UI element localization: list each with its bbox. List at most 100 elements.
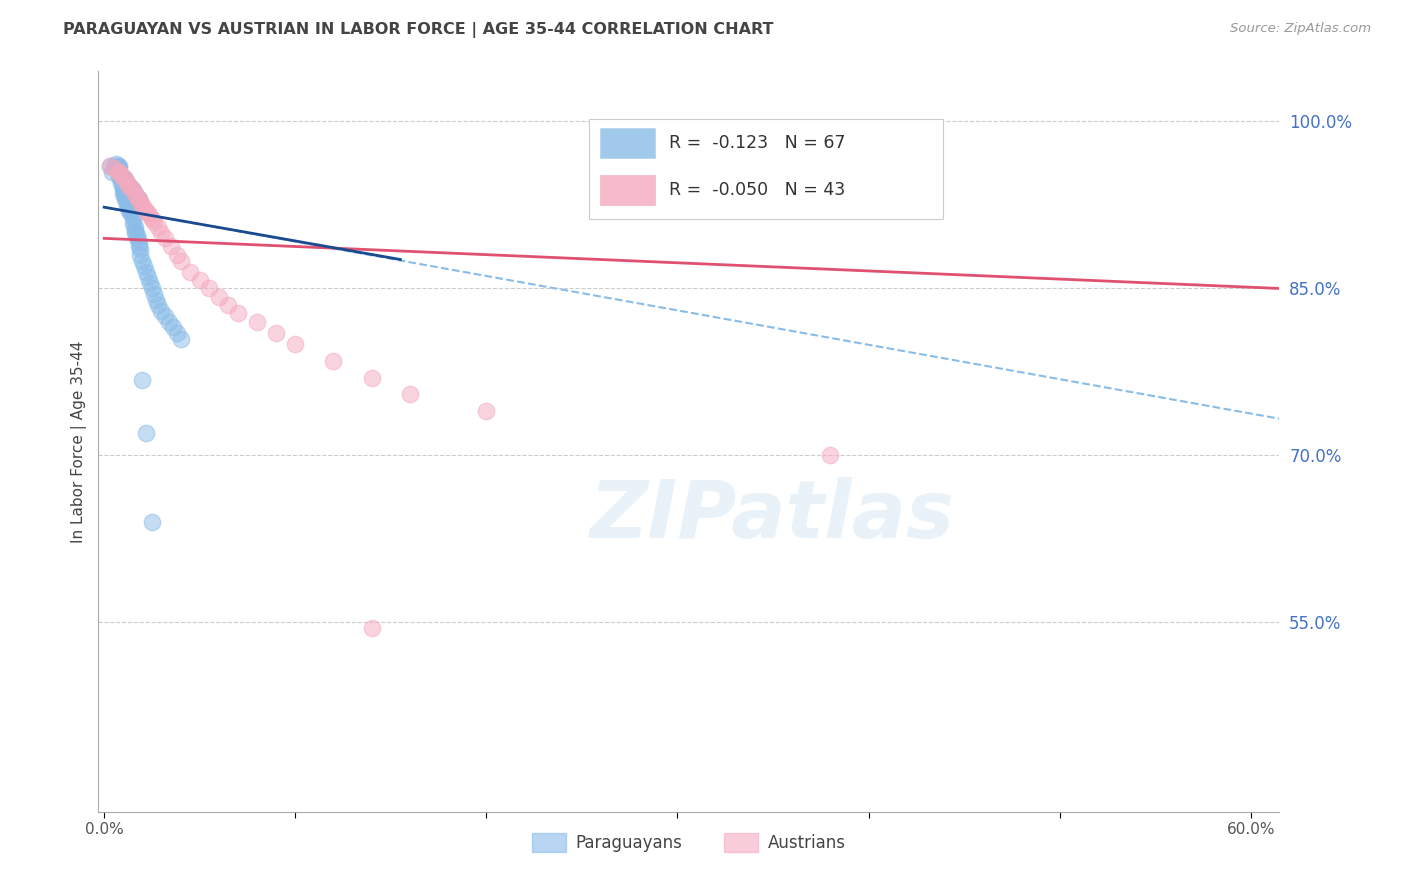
Point xyxy=(284,337,307,351)
Point xyxy=(103,159,125,173)
Point xyxy=(121,212,143,227)
Point xyxy=(150,303,173,318)
Point xyxy=(128,239,150,253)
Point xyxy=(104,157,127,171)
Point xyxy=(124,226,146,240)
Point xyxy=(107,164,129,178)
Point xyxy=(110,168,132,182)
Y-axis label: In Labor Force | Age 35-44: In Labor Force | Age 35-44 xyxy=(72,341,87,542)
Point xyxy=(118,202,141,216)
Point xyxy=(179,265,201,279)
Point xyxy=(208,290,231,304)
Point xyxy=(246,315,269,329)
Point xyxy=(125,227,148,242)
Point xyxy=(118,203,141,218)
Point xyxy=(103,161,125,176)
Point xyxy=(142,214,165,228)
Point xyxy=(115,193,138,207)
Point xyxy=(139,276,162,290)
Point xyxy=(139,209,162,223)
FancyBboxPatch shape xyxy=(589,120,943,219)
Point xyxy=(107,159,129,173)
Text: ZIPatlas: ZIPatlas xyxy=(589,476,955,555)
Point xyxy=(124,220,146,235)
Point xyxy=(141,515,163,529)
Point xyxy=(131,373,153,387)
Point xyxy=(155,231,177,245)
Point xyxy=(166,326,188,340)
Point xyxy=(162,320,184,334)
Point xyxy=(322,354,344,368)
Point xyxy=(129,248,152,262)
Point xyxy=(134,202,156,216)
Point xyxy=(115,194,138,209)
Point xyxy=(129,243,152,257)
Point xyxy=(399,387,422,401)
Point xyxy=(98,159,121,173)
Point xyxy=(112,170,135,185)
Point xyxy=(114,190,136,204)
Point xyxy=(820,449,842,463)
Point xyxy=(475,404,498,418)
Point xyxy=(121,184,143,198)
Point xyxy=(146,220,169,235)
Text: PARAGUAYAN VS AUSTRIAN IN LABOR FORCE | AGE 35-44 CORRELATION CHART: PARAGUAYAN VS AUSTRIAN IN LABOR FORCE | … xyxy=(63,22,773,38)
Point xyxy=(118,179,141,194)
Point xyxy=(115,198,138,212)
Text: R =  -0.050   N = 43: R = -0.050 N = 43 xyxy=(669,181,845,199)
Point xyxy=(166,248,188,262)
Point xyxy=(107,161,129,176)
Point xyxy=(115,176,138,190)
Point xyxy=(135,265,157,279)
Point xyxy=(108,170,131,185)
Point xyxy=(110,172,132,186)
Point xyxy=(360,370,382,384)
FancyBboxPatch shape xyxy=(600,175,655,204)
Point xyxy=(141,281,163,295)
Point xyxy=(124,223,146,237)
Point xyxy=(124,186,146,201)
Point xyxy=(120,181,142,195)
Point xyxy=(112,170,135,185)
Point xyxy=(188,272,211,286)
Point xyxy=(120,181,142,195)
Point xyxy=(169,253,191,268)
Point xyxy=(128,235,150,249)
Point xyxy=(108,164,131,178)
Point xyxy=(118,179,141,194)
Point xyxy=(155,310,177,324)
Point xyxy=(115,176,138,190)
Point xyxy=(114,193,136,207)
Point xyxy=(264,326,287,340)
Point xyxy=(226,306,249,320)
Point xyxy=(107,164,129,178)
Point xyxy=(360,621,382,635)
Point xyxy=(131,253,153,268)
Point xyxy=(118,198,141,212)
Point xyxy=(124,186,146,201)
Point xyxy=(121,217,143,231)
Legend: Paraguayans, Austrians: Paraguayans, Austrians xyxy=(526,826,852,859)
Point xyxy=(142,287,165,301)
Point xyxy=(108,159,131,173)
Point xyxy=(128,193,150,207)
Point xyxy=(112,184,135,198)
Point xyxy=(145,293,167,307)
Point xyxy=(114,172,136,186)
Point xyxy=(146,298,169,312)
Point xyxy=(125,231,148,245)
Point xyxy=(128,193,150,207)
Point xyxy=(135,426,157,441)
Point xyxy=(120,206,142,220)
Point xyxy=(114,172,136,186)
Text: R =  -0.123   N = 67: R = -0.123 N = 67 xyxy=(669,134,845,153)
Point xyxy=(136,270,159,285)
Point xyxy=(112,181,135,195)
Point xyxy=(141,212,163,227)
Point xyxy=(150,226,173,240)
Point xyxy=(160,239,183,253)
Point xyxy=(135,203,157,218)
Point xyxy=(169,332,191,346)
Point xyxy=(217,298,239,312)
Point xyxy=(120,203,142,218)
